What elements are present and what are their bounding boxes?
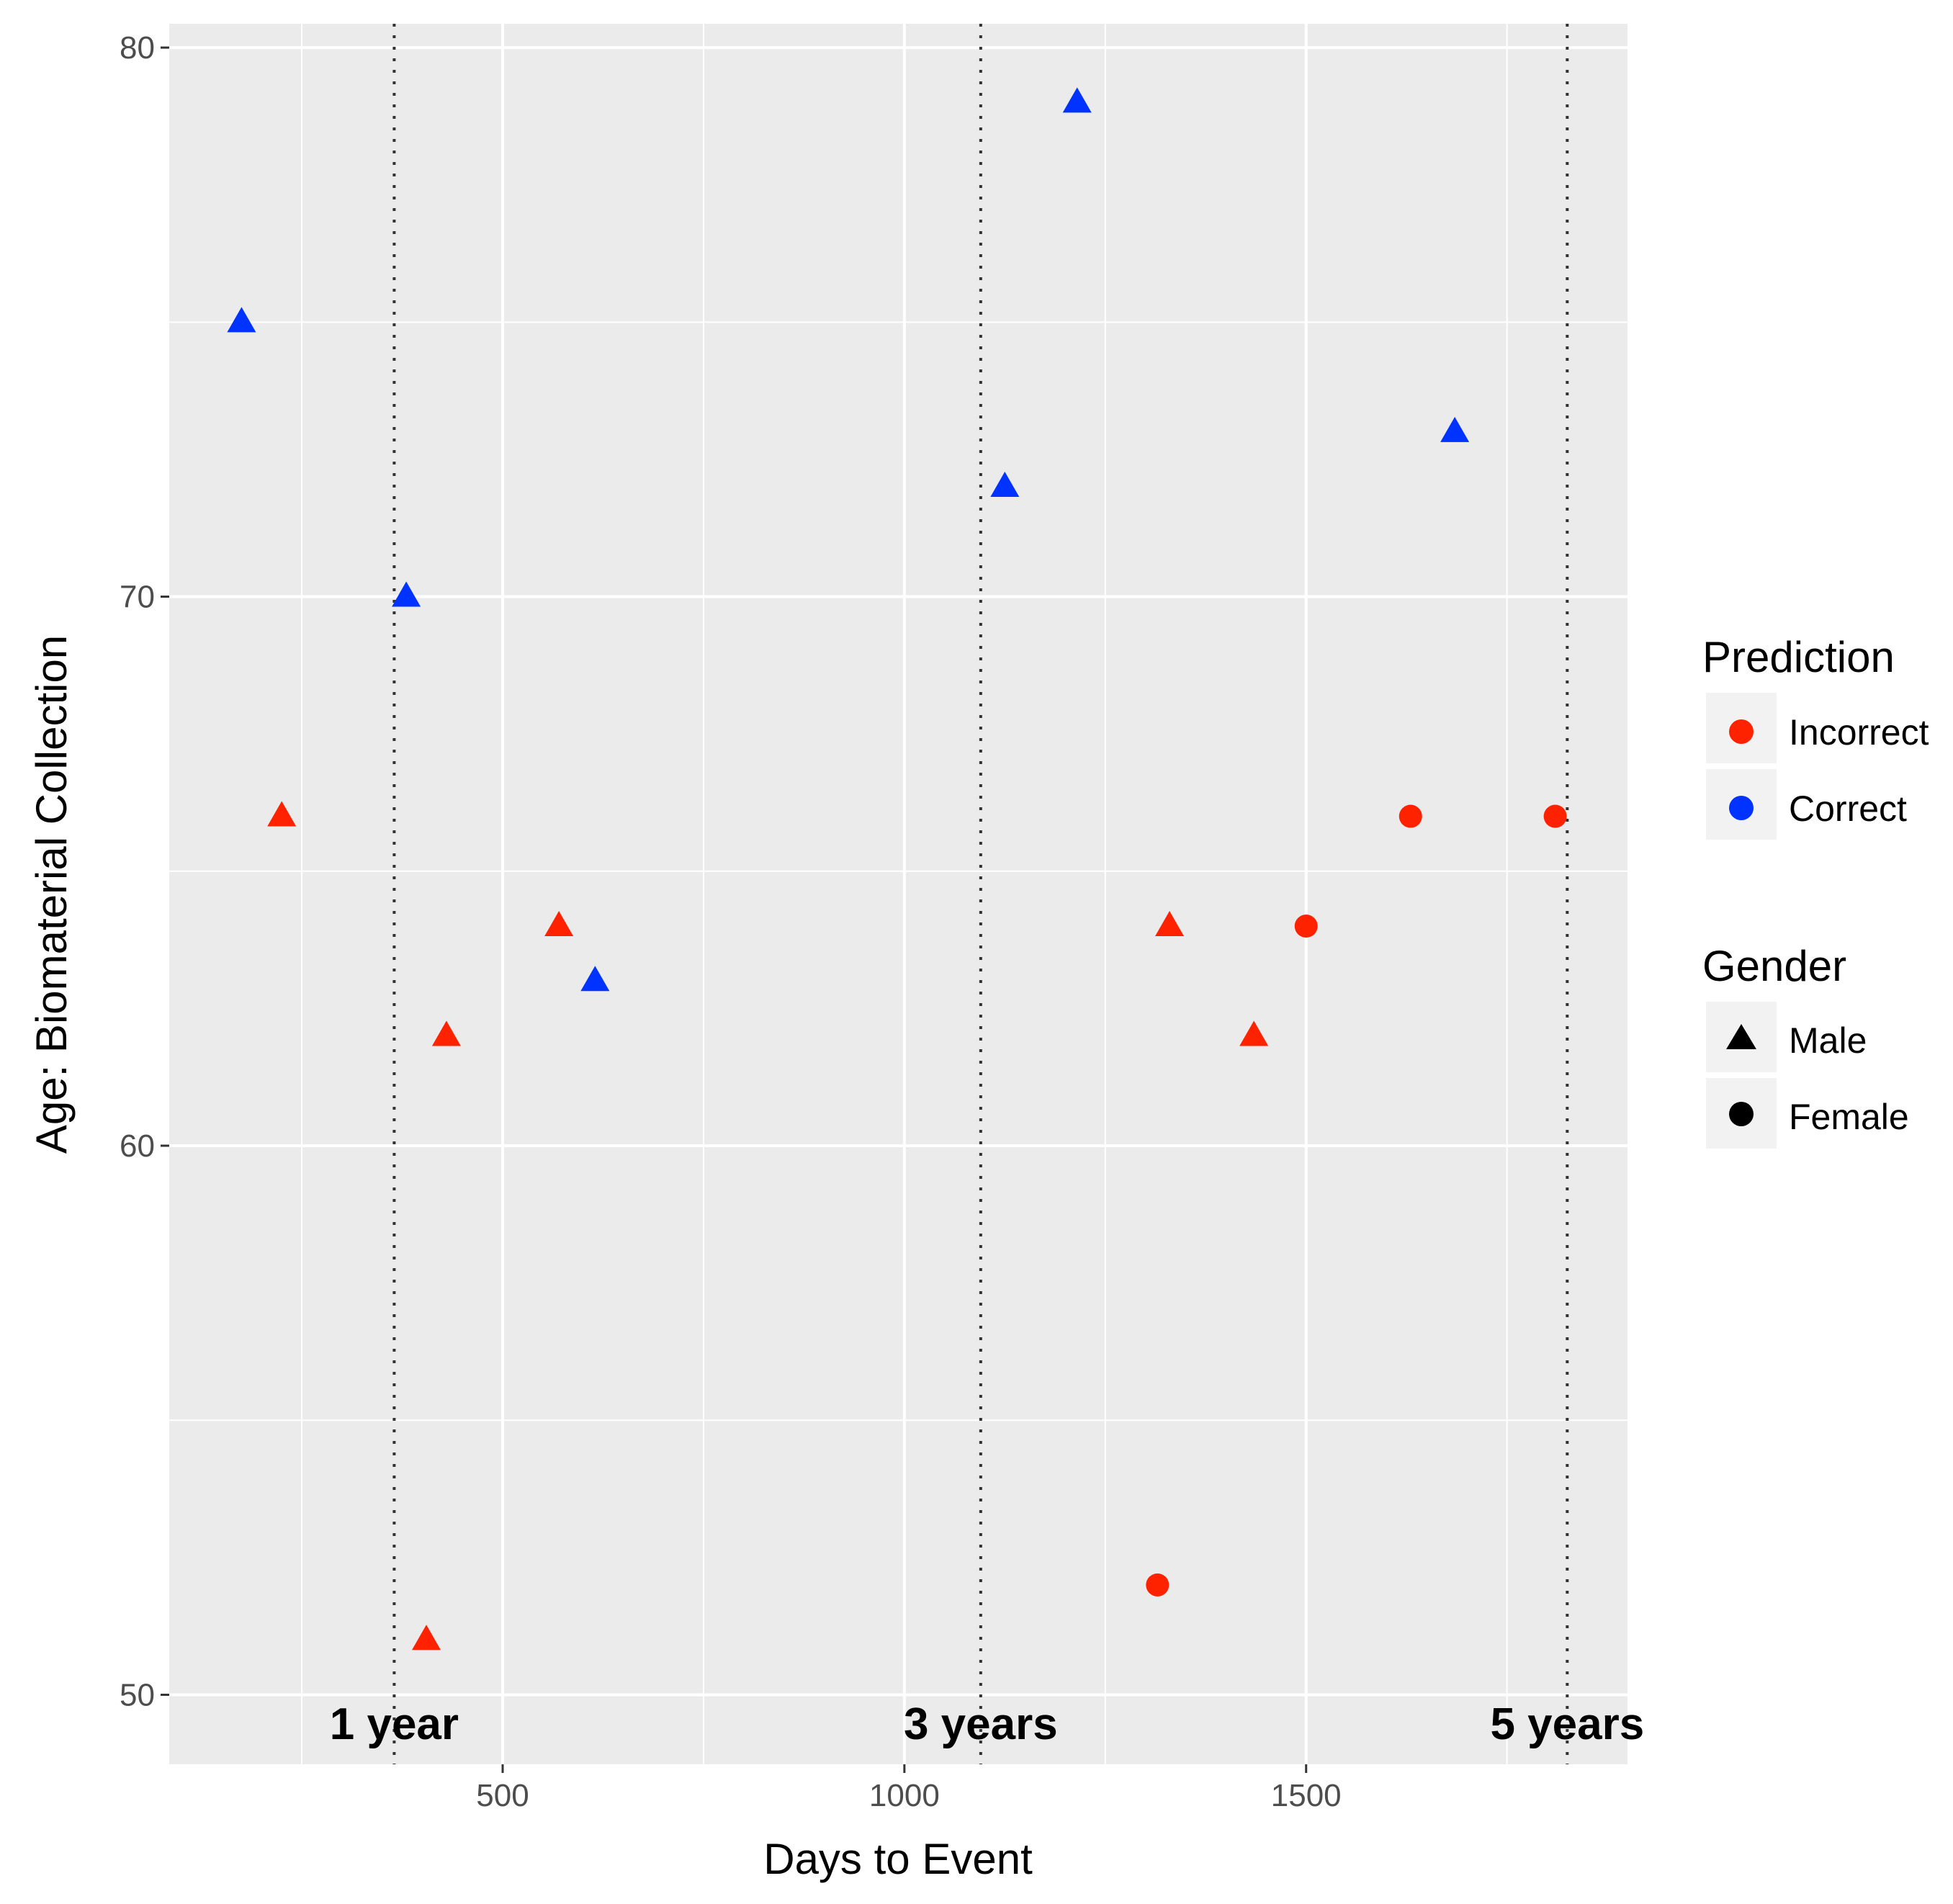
data-point-male [580,966,610,992]
y-tick-label: 50 [120,1677,155,1712]
data-point-male [990,472,1020,498]
data-point-male [227,307,256,333]
legend-gender-title: Gender [1702,942,1846,990]
data-point-male [392,581,421,607]
legend-label-incorrect: Incorrect [1789,712,1929,753]
reference-labels: 1 year 3 years 5 years [330,1699,1644,1749]
legend-prediction-title: Prediction [1702,633,1895,681]
data-point-male [412,1625,441,1651]
reference-label: 3 years [904,1699,1058,1749]
y-tick-label: 60 [120,1128,155,1164]
x-axis: 500 1000 1500 [476,1764,1342,1813]
data-point-female [1543,804,1567,828]
data-points [227,87,1567,1651]
y-tick-label: 70 [120,580,155,615]
x-tick-label: 500 [476,1778,529,1813]
y-tick-label: 80 [120,30,155,66]
x-tick-label: 1000 [869,1778,940,1813]
minor-gridlines [169,24,1628,1764]
major-gridlines [169,24,1628,1764]
data-point-male [1440,416,1470,442]
legend-label-female: Female [1789,1097,1909,1137]
legend-key-female [1729,1102,1754,1126]
data-point-male [1239,1020,1269,1046]
legend-key-incorrect [1729,719,1754,744]
legend-label-male: Male [1789,1020,1867,1061]
data-point-female [1294,915,1318,938]
legend-key-male [1726,1024,1756,1049]
data-point-male [431,1020,461,1046]
data-point-male [1062,87,1092,113]
legend-key-correct [1729,796,1754,820]
legend: Prediction Incorrect Correct Gender Male… [1702,633,1929,1149]
data-point-male [544,911,574,937]
y-axis-title: Age: Biomaterial Collection [27,635,76,1154]
x-tick-label: 1500 [1271,1778,1342,1813]
data-point-female [1146,1573,1169,1597]
y-axis: 50 60 70 80 [120,30,169,1712]
reference-lines [392,24,1569,1764]
reference-label: 5 years [1490,1699,1644,1749]
x-axis-title: Days to Event [763,1835,1033,1883]
data-point-male [1155,911,1185,937]
legend-label-correct: Correct [1789,789,1907,829]
data-point-female [1398,804,1422,828]
plot-panel [169,24,1628,1764]
reference-label: 1 year [330,1699,459,1749]
data-point-male [267,801,297,827]
